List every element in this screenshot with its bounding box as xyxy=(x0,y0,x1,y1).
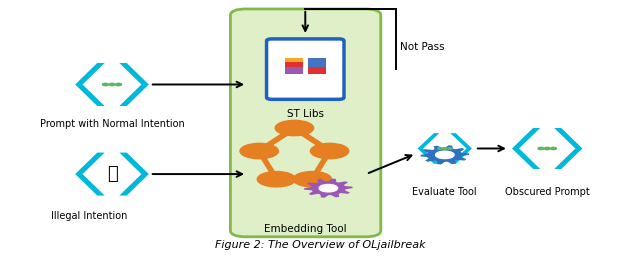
FancyBboxPatch shape xyxy=(267,39,344,99)
Circle shape xyxy=(293,172,332,187)
Bar xyxy=(285,62,303,69)
Text: Embedding Tool: Embedding Tool xyxy=(264,224,347,234)
Circle shape xyxy=(436,151,454,158)
Polygon shape xyxy=(451,133,472,164)
Circle shape xyxy=(538,147,544,150)
Circle shape xyxy=(116,83,122,86)
Circle shape xyxy=(257,172,296,187)
Polygon shape xyxy=(512,128,540,169)
Bar xyxy=(308,58,326,65)
Polygon shape xyxy=(119,63,148,106)
Bar xyxy=(308,67,326,74)
Circle shape xyxy=(275,120,314,136)
Polygon shape xyxy=(417,133,440,164)
Text: 👹: 👹 xyxy=(107,165,117,183)
Polygon shape xyxy=(119,153,148,196)
Polygon shape xyxy=(420,145,469,165)
Polygon shape xyxy=(76,63,104,106)
FancyBboxPatch shape xyxy=(230,9,381,237)
Circle shape xyxy=(438,148,442,149)
Polygon shape xyxy=(554,128,582,169)
Circle shape xyxy=(102,83,108,86)
Polygon shape xyxy=(304,178,353,198)
Circle shape xyxy=(447,148,452,149)
Text: Prompt with Normal Intention: Prompt with Normal Intention xyxy=(40,119,184,129)
Circle shape xyxy=(310,143,349,159)
Text: Obscured Prompt: Obscured Prompt xyxy=(505,187,589,197)
Circle shape xyxy=(319,185,337,192)
Text: Figure 2: The Overview of OLjailbreak: Figure 2: The Overview of OLjailbreak xyxy=(214,240,426,250)
Text: Not Pass: Not Pass xyxy=(400,42,445,52)
Circle shape xyxy=(240,143,278,159)
Circle shape xyxy=(545,147,550,150)
Circle shape xyxy=(443,148,447,149)
Circle shape xyxy=(109,83,115,86)
Bar xyxy=(285,67,303,74)
Text: Illegal Intention: Illegal Intention xyxy=(51,211,128,221)
Circle shape xyxy=(550,147,556,150)
Polygon shape xyxy=(76,153,104,196)
Text: Evaluate Tool: Evaluate Tool xyxy=(413,187,477,197)
Text: ST Libs: ST Libs xyxy=(287,109,324,119)
Bar xyxy=(308,62,326,69)
Bar xyxy=(285,58,303,65)
